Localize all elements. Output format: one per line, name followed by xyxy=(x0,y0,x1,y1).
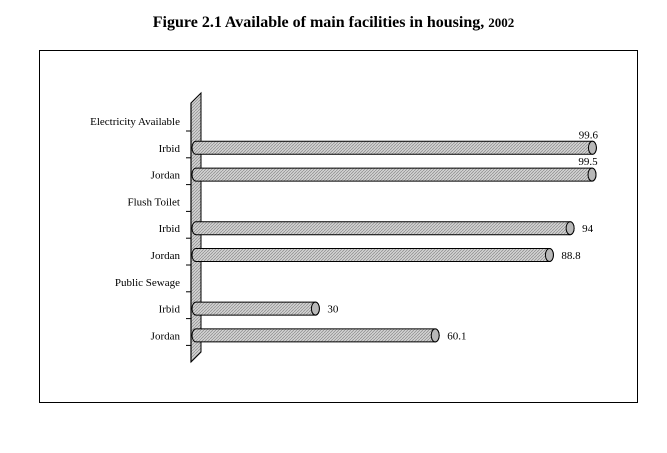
bar xyxy=(191,140,597,155)
category-label: Jordan xyxy=(151,250,181,262)
chart-title: Figure 2.1 Available of main facilities … xyxy=(0,14,667,32)
bar-end-cap xyxy=(544,248,554,262)
chart-title-year: 2002 xyxy=(488,15,515,30)
bar xyxy=(191,221,575,236)
bar xyxy=(191,167,597,182)
bar-end-cap xyxy=(587,167,597,182)
chart-title-main: Figure 2.1 Available of main facilities … xyxy=(152,14,485,31)
bar-end-cap xyxy=(310,301,320,316)
category-label: Irbid xyxy=(159,143,181,155)
category-label: Jordan xyxy=(151,330,181,342)
bar xyxy=(191,328,440,343)
bar-end-cap xyxy=(430,328,440,343)
data-label: 88.8 xyxy=(561,250,581,262)
group-label: Public Sewage xyxy=(115,277,180,289)
bar-end-cap xyxy=(565,221,575,236)
bar xyxy=(191,248,554,262)
group-label: Electricity Available xyxy=(90,116,180,128)
data-label: 99.6 xyxy=(579,129,599,141)
data-label: 60.1 xyxy=(447,330,466,342)
chart-frame xyxy=(39,50,638,403)
data-label: 99.5 xyxy=(578,156,598,168)
category-label: Irbid xyxy=(159,304,181,316)
data-label: 30 xyxy=(327,304,339,316)
bar-end-cap xyxy=(587,140,597,155)
category-label: Irbid xyxy=(159,223,181,235)
data-label: 94 xyxy=(582,223,594,235)
bar xyxy=(191,301,320,316)
category-label: Jordan xyxy=(151,170,181,182)
group-label: Flush Toilet xyxy=(127,196,180,208)
